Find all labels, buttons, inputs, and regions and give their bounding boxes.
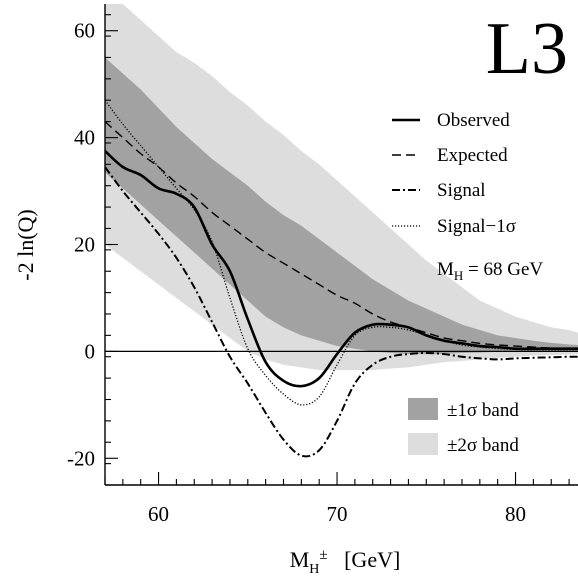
legend-label-expected: Expected [437, 145, 508, 166]
y-tick-label: 20 [74, 233, 95, 257]
y-tick-label: 60 [74, 19, 95, 43]
experiment-label: L3 [486, 8, 568, 90]
legend-label-signal_minus_1sigma: Signal−1σ [437, 216, 516, 237]
x-tick-label: 80 [505, 502, 526, 526]
legend-label-band_1sigma: ±1σ band [447, 400, 519, 421]
legend-swatch-band_2sigma [408, 433, 438, 455]
legend-swatch-band_1sigma [408, 398, 438, 420]
legend-label-band_2sigma: ±2σ band [447, 435, 519, 456]
y-tick-label: 40 [74, 126, 95, 150]
y-tick-label: -20 [67, 446, 95, 470]
series-signal_minus_1sigma [105, 99, 578, 406]
plot-clip-group [105, 4, 578, 458]
series-expected [105, 121, 578, 350]
plot-area: 60 70 80 -20 0 20 40 60 [67, 4, 578, 526]
legend: Observed Expected Signal Signal−1σ ±1σ band ±… [392, 110, 519, 456]
legend-label-signal: Signal [437, 180, 486, 201]
y-tick-label: 0 [85, 339, 96, 363]
x-axis-title-text: MH± [GeV] [290, 547, 401, 577]
mass-annotation-text: MH = 68 GeV [437, 259, 543, 283]
x-tick-label: 70 [327, 502, 348, 526]
series-signal [105, 166, 578, 458]
legend-label-observed: Observed [437, 110, 510, 131]
x-tick-label: 60 [148, 502, 169, 526]
y-axis-title: -2 ln(Q) [13, 209, 38, 280]
band-1sigma [105, 57, 578, 355]
x-axis-title: MH± [GeV] [290, 547, 401, 577]
mass-annotation: MH = 68 GeV [437, 259, 543, 283]
